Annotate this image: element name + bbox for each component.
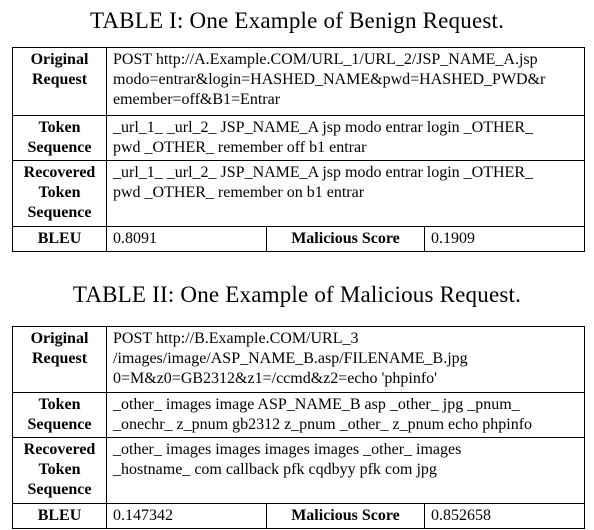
malicious-score-value: 0.852658: [423, 503, 586, 529]
content-line: modo=entrar&login=HASHED_NAME&pwd=HASHED…: [113, 71, 546, 88]
malicious-score-value: 0.1909: [423, 226, 586, 252]
table1-row-recovered-token-sequence: Recovered Token Sequence _url_1_ _url_2_…: [12, 160, 586, 227]
row-content: _other_ images image ASP_NAME_B asp _oth…: [105, 392, 586, 438]
malicious-score-label: Malicious Score: [266, 226, 425, 252]
table2-caption: TABLE II: One Example of Malicious Reque…: [72, 282, 522, 307]
content-line: /images/image/ASP_NAME_B.asp/FILENAME_B.…: [113, 350, 468, 367]
table1-caption: TABLE I: One Example of Benign Request.: [89, 8, 505, 33]
content-line: 0=M&z0=GB2312&z1=/ccmd&z2=echo 'phpinfo': [113, 370, 438, 387]
content-line: _other_ images image ASP_NAME_B asp _oth…: [113, 396, 520, 413]
bleu-value: 0.147342: [106, 503, 267, 529]
row-label-line: Token: [38, 184, 81, 201]
row-label-line: Request: [31, 71, 88, 88]
row-content: _url_1_ _url_2_ JSP_NAME_A jsp modo entr…: [105, 115, 586, 161]
table2: Original Request POST http://B.Example.C…: [12, 326, 586, 529]
row-content: POST http://A.Example.COM/URL_1/URL_2/JS…: [105, 47, 586, 116]
table1: Original Request POST http://A.Example.C…: [12, 47, 586, 252]
malicious-score-label: Malicious Score: [266, 503, 425, 529]
row-label-line: Sequence: [27, 481, 92, 498]
row-label-line: Sequence: [27, 204, 92, 221]
content-line: _hostname_ com callback pfk cqdbyy pfk c…: [113, 461, 437, 478]
row-label: Token Sequence: [12, 392, 107, 438]
content-line: pwd _OTHER_ remember on b1 entrar: [113, 184, 365, 201]
row-label-line: Token: [38, 461, 81, 478]
row-label: Recovered Token Sequence: [12, 437, 107, 504]
content-line: _other_ images images images images _oth…: [113, 441, 462, 458]
table2-row-scores: BLEU 0.147342 Malicious Score 0.852658: [12, 503, 586, 529]
table1-row-original-request: Original Request POST http://A.Example.C…: [12, 47, 586, 116]
table2-row-original-request: Original Request POST http://B.Example.C…: [12, 326, 586, 393]
row-label-line: Token: [38, 396, 81, 413]
row-label-line: Request: [31, 350, 88, 367]
content-line: POST http://A.Example.COM/URL_1/URL_2/JS…: [113, 51, 538, 68]
bleu-label: BLEU: [12, 503, 107, 529]
table1-row-token-sequence: Token Sequence _url_1_ _url_2_ JSP_NAME_…: [12, 115, 586, 161]
row-label-line: Recovered: [23, 164, 96, 181]
row-label-line: Original: [30, 330, 89, 347]
content-line: emember=off&B1=Entrar: [113, 91, 281, 108]
row-content: _other_ images images images images _oth…: [105, 437, 586, 504]
row-label-line: Sequence: [27, 139, 92, 156]
row-label-line: Token: [38, 119, 81, 136]
table2-row-token-sequence: Token Sequence _other_ images image ASP_…: [12, 392, 586, 438]
content-line: pwd _OTHER_ remember off b1 entrar: [113, 139, 367, 156]
row-label-line: Sequence: [27, 416, 92, 433]
table2-row-recovered-token-sequence: Recovered Token Sequence _other_ images …: [12, 437, 586, 504]
content-line: _onechr_ z_pnum gb2312 z_pnum _other_ z_…: [113, 416, 533, 433]
content-line: _url_1_ _url_2_ JSP_NAME_A jsp modo entr…: [113, 164, 533, 181]
table1-row-scores: BLEU 0.8091 Malicious Score 0.1909: [12, 226, 586, 252]
bleu-label: BLEU: [12, 226, 107, 252]
content-line: _url_1_ _url_2_ JSP_NAME_A jsp modo entr…: [113, 119, 533, 136]
row-content: _url_1_ _url_2_ JSP_NAME_A jsp modo entr…: [105, 160, 586, 227]
row-label: Recovered Token Sequence: [12, 160, 107, 227]
bleu-value: 0.8091: [106, 226, 267, 252]
row-label-line: Original: [30, 51, 89, 68]
row-label: Token Sequence: [12, 115, 107, 161]
row-content: POST http://B.Example.COM/URL_3 /images/…: [105, 326, 586, 393]
content-line: POST http://B.Example.COM/URL_3: [113, 330, 359, 347]
row-label: Original Request: [12, 47, 107, 116]
row-label: Original Request: [12, 326, 107, 393]
row-label-line: Recovered: [23, 441, 96, 458]
